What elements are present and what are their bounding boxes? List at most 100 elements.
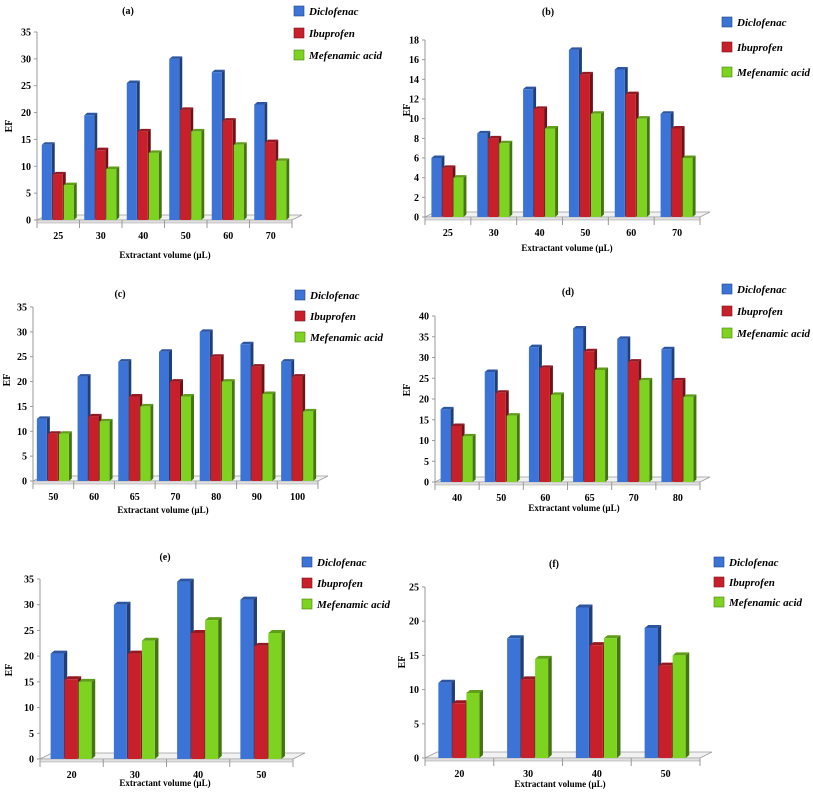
bar-top xyxy=(159,349,172,352)
x-tick-label: 65 xyxy=(130,492,140,503)
x-tick-label: 30 xyxy=(523,769,533,780)
chart-panel-f: 0 5 10 15 20 25 20 30 40 50 (f) Extractant volume (… xyxy=(397,556,803,789)
bar-front xyxy=(191,633,205,759)
legend-label: Diclofenac xyxy=(736,17,787,29)
bar-top xyxy=(507,635,524,639)
bar-top xyxy=(442,165,456,168)
bar-front xyxy=(603,638,617,758)
bar-top xyxy=(265,139,279,143)
bar-front xyxy=(534,108,545,217)
bar-front xyxy=(625,94,636,217)
bar-top xyxy=(644,625,662,629)
bar-mefenamic-acid-65 xyxy=(595,367,609,482)
x-axis-label: Extractant volume (µL) xyxy=(521,243,612,253)
bar-front xyxy=(180,109,191,220)
bar-front xyxy=(64,679,78,759)
bar-front xyxy=(181,396,191,481)
bar-top xyxy=(636,116,650,119)
x-axis-label: Extractant volume (µL) xyxy=(119,250,210,260)
x-tick-label: 70 xyxy=(266,231,276,242)
bar-front xyxy=(523,89,534,217)
bar-top xyxy=(550,392,564,395)
bar-top xyxy=(438,679,455,683)
bar-top xyxy=(523,86,537,90)
bar-top xyxy=(683,394,697,397)
x-tick-label: 20 xyxy=(454,769,464,780)
bar-top xyxy=(575,604,593,608)
bar-mefenamic-acid-50 xyxy=(58,431,72,481)
bar-mefenamic-acid-25 xyxy=(63,182,77,220)
bar-top xyxy=(77,374,91,377)
bar-top xyxy=(118,359,132,362)
y-tick-label: 5 xyxy=(414,719,419,730)
legend-swatch xyxy=(301,556,313,568)
bar-front xyxy=(639,380,650,482)
y-tick-label: 5 xyxy=(29,729,34,740)
bar-top xyxy=(484,369,498,373)
bar-front xyxy=(78,681,92,759)
bar-mefenamic-acid-40 xyxy=(148,150,162,220)
bar-top xyxy=(462,433,476,437)
bar-top xyxy=(262,391,276,394)
bar-top xyxy=(141,637,159,641)
bar-top xyxy=(682,155,696,158)
bar-front xyxy=(191,131,202,220)
bar-top xyxy=(199,329,213,332)
bar-top xyxy=(466,690,483,694)
bar-front xyxy=(254,645,268,759)
bar-mefenamic-acid-80 xyxy=(221,379,235,481)
bar-side xyxy=(516,413,520,482)
legend-label: Mefenamic acid xyxy=(736,328,811,340)
x-tick-label: 90 xyxy=(252,492,262,503)
x-tick-label: 70 xyxy=(171,492,181,503)
bar-front xyxy=(672,380,683,482)
y-tick-label: 0 xyxy=(414,754,419,765)
bar-top xyxy=(617,336,631,339)
bar-top xyxy=(568,47,582,50)
bar-top xyxy=(191,630,208,633)
bar-mefenamic-acid-50 xyxy=(672,652,690,758)
y-tick-label: 10 xyxy=(419,436,429,447)
y-axis-label: EF xyxy=(4,664,15,677)
chart-panel-d: 0 5 10 15 20 25 30 35 40 40 50 60 65 70 80 (d) Extractan… xyxy=(402,283,811,513)
bar-top xyxy=(148,150,162,153)
bar-side xyxy=(472,433,476,482)
bar-front xyxy=(590,113,601,217)
legend-label: Ibuprofen xyxy=(316,578,363,590)
bar-top xyxy=(222,118,236,121)
bar-front xyxy=(41,144,52,220)
bar-mefenamic-acid-70 xyxy=(682,155,696,217)
bar-top xyxy=(240,341,254,345)
bar-front xyxy=(545,128,556,217)
y-tick-label: 0 xyxy=(424,478,429,489)
bar-front xyxy=(442,167,453,217)
bar-side xyxy=(109,418,113,481)
chart-panel-a: 0 5 10 15 20 25 30 35 25 30 40 50 60 70 (a) Extractant … xyxy=(4,5,383,260)
bar-front xyxy=(660,113,671,217)
bar-top xyxy=(36,416,50,419)
bar-top xyxy=(672,377,686,381)
bar-front xyxy=(292,376,303,481)
bar-side xyxy=(201,128,205,220)
legend-label: Ibuprofen xyxy=(309,311,356,323)
bar-front xyxy=(477,133,488,217)
legend-label: Mefenamic acid xyxy=(308,50,383,62)
bar-front xyxy=(99,421,110,481)
bar-top xyxy=(254,642,271,646)
legend-swatch xyxy=(721,305,733,317)
bar-mefenamic-acid-40 xyxy=(603,635,621,758)
bar-mefenamic-acid-60 xyxy=(233,142,247,220)
bar-top xyxy=(95,147,109,151)
bar-front xyxy=(484,372,495,482)
legend: Diclofenac Ibuprofen Mefenamic acid xyxy=(721,283,811,340)
bar-top xyxy=(181,393,194,397)
bar-mefenamic-acid-50 xyxy=(191,128,205,220)
bar-front xyxy=(595,369,606,482)
legend-label: Mefenamic acid xyxy=(728,597,803,609)
legend-swatch xyxy=(293,5,305,17)
chart-title: (b) xyxy=(542,7,554,18)
bar-side xyxy=(150,403,154,481)
legend-swatch xyxy=(721,41,733,53)
bar-top xyxy=(590,111,604,114)
